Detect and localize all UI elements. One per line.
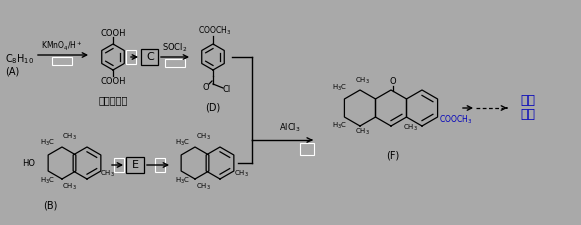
Bar xyxy=(126,157,144,173)
Bar xyxy=(155,158,165,172)
Text: HO: HO xyxy=(22,158,35,167)
Text: $\mathregular{CH_3}$: $\mathregular{CH_3}$ xyxy=(100,169,115,179)
Text: $\mathregular{H_3C}$: $\mathregular{H_3C}$ xyxy=(332,121,347,131)
Text: (A): (A) xyxy=(5,66,19,76)
Text: $\mathregular{CH_3}$: $\mathregular{CH_3}$ xyxy=(196,182,211,192)
Text: (F): (F) xyxy=(386,150,400,160)
Text: $\mathregular{CH_3}$: $\mathregular{CH_3}$ xyxy=(196,132,211,142)
Bar xyxy=(52,57,72,65)
Bar xyxy=(114,158,124,172)
Bar xyxy=(300,143,314,155)
Text: $\mathregular{CH_3}$: $\mathregular{CH_3}$ xyxy=(403,123,418,133)
Text: $\mathregular{C_8H_{10}}$: $\mathregular{C_8H_{10}}$ xyxy=(5,52,34,66)
Text: 罗丁: 罗丁 xyxy=(520,108,535,122)
Text: E: E xyxy=(131,160,138,170)
Text: O: O xyxy=(390,77,396,86)
Bar xyxy=(126,50,136,64)
Text: $\mathregular{H_3C}$: $\mathregular{H_3C}$ xyxy=(175,138,190,148)
Text: $\mathregular{CH_3}$: $\mathregular{CH_3}$ xyxy=(62,182,77,192)
Text: $\mathregular{COOCH_3}$: $\mathregular{COOCH_3}$ xyxy=(198,25,232,37)
Text: $\mathregular{CH_3}$: $\mathregular{CH_3}$ xyxy=(62,132,77,142)
Bar xyxy=(141,49,158,65)
Text: $\mathregular{AlCl_3}$: $\mathregular{AlCl_3}$ xyxy=(279,122,301,134)
Text: COOH: COOH xyxy=(101,77,125,86)
Text: $\mathregular{H_3C}$: $\mathregular{H_3C}$ xyxy=(175,176,190,186)
Text: 蒈萨: 蒈萨 xyxy=(520,94,535,106)
Text: $\mathregular{SOCl_2}$: $\mathregular{SOCl_2}$ xyxy=(162,42,188,54)
Text: $\mathregular{CH_3}$: $\mathregular{CH_3}$ xyxy=(355,76,370,86)
Text: $\mathregular{H_3C}$: $\mathregular{H_3C}$ xyxy=(40,176,55,186)
Text: $\mathregular{KMnO_4/H^+}$: $\mathregular{KMnO_4/H^+}$ xyxy=(41,39,83,53)
Text: O: O xyxy=(203,83,209,92)
Text: $\mathregular{CH_3}$: $\mathregular{CH_3}$ xyxy=(234,169,249,179)
Bar xyxy=(165,59,185,67)
Text: $\mathregular{H_3C}$: $\mathregular{H_3C}$ xyxy=(40,138,55,148)
Text: $\mathregular{COOCH_3}$: $\mathregular{COOCH_3}$ xyxy=(439,114,472,126)
Text: C: C xyxy=(146,52,154,62)
Text: COOH: COOH xyxy=(101,29,125,38)
Text: $\mathregular{H_3C}$: $\mathregular{H_3C}$ xyxy=(332,83,347,93)
Text: Cl: Cl xyxy=(223,86,231,94)
Text: (B): (B) xyxy=(43,200,57,210)
Text: $\mathregular{CH_3}$: $\mathregular{CH_3}$ xyxy=(355,127,370,137)
Text: 对苯二甲酸: 对苯二甲酸 xyxy=(98,95,128,105)
Text: (D): (D) xyxy=(205,102,221,112)
